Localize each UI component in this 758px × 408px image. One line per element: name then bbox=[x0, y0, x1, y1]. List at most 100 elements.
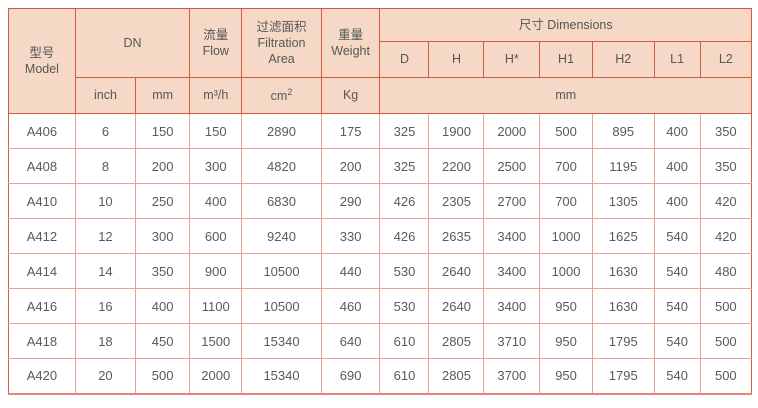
header-col-l1: L1 bbox=[653, 41, 701, 78]
cell-mm: 300 bbox=[135, 218, 191, 254]
cell-d: 610 bbox=[379, 323, 430, 359]
header-flow-en: Flow bbox=[202, 44, 229, 58]
cell-l2: 500 bbox=[699, 358, 753, 395]
cell-l1: 400 bbox=[653, 148, 701, 184]
cell-model: A406 bbox=[8, 113, 76, 149]
cell-flow: 1100 bbox=[189, 288, 243, 324]
header-filtration-zh: 过滤面积 bbox=[256, 19, 307, 34]
cell-h1: 500 bbox=[539, 113, 593, 149]
cell-area: 9240 bbox=[241, 218, 322, 254]
cell-mm: 250 bbox=[135, 183, 191, 219]
cell-d: 426 bbox=[379, 183, 430, 219]
header-col-d: D bbox=[379, 41, 430, 78]
unit-flow: m³/h bbox=[189, 77, 243, 114]
unit-mm: mm bbox=[135, 77, 191, 114]
header-filtration-en2: Area bbox=[268, 52, 295, 67]
cell-weight: 175 bbox=[320, 113, 381, 149]
cell-area: 15340 bbox=[241, 358, 322, 395]
header-col-h1: H1 bbox=[539, 41, 593, 78]
header-row-1: 型号 Model DN 流量 Flow 过滤面积 Filtration Area… bbox=[8, 8, 752, 114]
cell-d: 325 bbox=[379, 148, 430, 184]
unit-area-sup: 2 bbox=[287, 86, 293, 97]
cell-model: A420 bbox=[8, 358, 76, 395]
cell-h2: 1195 bbox=[591, 148, 655, 184]
cell-weight: 200 bbox=[320, 148, 381, 184]
cell-area: 2890 bbox=[241, 113, 322, 149]
cell-h2: 1625 bbox=[591, 218, 655, 254]
header-col-h2: H2 bbox=[591, 41, 655, 78]
cell-h-star: 2000 bbox=[483, 113, 541, 149]
cell-mm: 150 bbox=[135, 113, 191, 149]
cell-h-star: 3400 bbox=[483, 218, 541, 254]
cell-weight: 330 bbox=[320, 218, 381, 254]
cell-h: 2640 bbox=[428, 253, 485, 289]
cell-weight: 690 bbox=[320, 358, 381, 395]
cell-h: 2640 bbox=[428, 288, 485, 324]
cell-l2: 350 bbox=[699, 148, 753, 184]
cell-d: 325 bbox=[379, 113, 430, 149]
unit-area-base: cm bbox=[270, 88, 288, 103]
cell-h-star: 2700 bbox=[483, 183, 541, 219]
cell-h1: 1000 bbox=[539, 218, 593, 254]
cell-area: 15340 bbox=[241, 323, 322, 359]
cell-h2: 1305 bbox=[591, 183, 655, 219]
cell-model: A410 bbox=[8, 183, 76, 219]
cell-inch: 14 bbox=[74, 253, 137, 289]
cell-inch: 16 bbox=[74, 288, 137, 324]
cell-area: 10500 bbox=[241, 253, 322, 289]
cell-flow: 600 bbox=[189, 218, 243, 254]
cell-l2: 500 bbox=[699, 288, 753, 324]
header-filtration-en1: Filtration bbox=[257, 35, 306, 50]
cell-d: 426 bbox=[379, 218, 430, 254]
cell-h1: 950 bbox=[539, 323, 593, 359]
cell-h: 2805 bbox=[428, 358, 485, 395]
cell-flow: 2000 bbox=[189, 358, 243, 395]
cell-h: 2305 bbox=[428, 183, 485, 219]
header-col-h-star: H* bbox=[483, 41, 541, 78]
cell-mm: 200 bbox=[135, 148, 191, 184]
cell-d: 530 bbox=[379, 253, 430, 289]
cell-l2: 350 bbox=[699, 113, 753, 149]
cell-h-star: 3400 bbox=[483, 253, 541, 289]
cell-model: A408 bbox=[8, 148, 76, 184]
cell-h2: 1630 bbox=[591, 288, 655, 324]
table-row: A418 18 450 1500 15340 640 610 2805 3710 950 1795 5… bbox=[8, 323, 753, 359]
unit-dimensions-mm: mm bbox=[379, 77, 752, 114]
cell-h1: 950 bbox=[539, 288, 593, 324]
cell-weight: 440 bbox=[320, 253, 381, 289]
cell-h1: 1000 bbox=[539, 253, 593, 289]
cell-mm: 500 bbox=[135, 358, 191, 395]
unit-area: cm2 bbox=[241, 77, 322, 114]
cell-l1: 540 bbox=[653, 253, 701, 289]
cell-d: 610 bbox=[379, 358, 430, 395]
cell-inch: 10 bbox=[74, 183, 137, 219]
cell-model: A416 bbox=[8, 288, 76, 324]
cell-h1: 700 bbox=[539, 148, 593, 184]
cell-l1: 540 bbox=[653, 358, 701, 395]
cell-l2: 420 bbox=[699, 218, 753, 254]
table-body: A406 6 150 150 2890 175 325 1900 2000 500 895 400 35… bbox=[8, 113, 753, 395]
cell-weight: 290 bbox=[320, 183, 381, 219]
cell-h: 1900 bbox=[428, 113, 485, 149]
cell-l2: 420 bbox=[699, 183, 753, 219]
cell-h-star: 3700 bbox=[483, 358, 541, 395]
spec-table: 型号 Model DN 流量 Flow 过滤面积 Filtration Area… bbox=[8, 8, 753, 395]
table-row: A410 10 250 400 6830 290 426 2305 2700 700 1305 400… bbox=[8, 183, 753, 219]
cell-h-star: 3710 bbox=[483, 323, 541, 359]
cell-area: 4820 bbox=[241, 148, 322, 184]
cell-model: A414 bbox=[8, 253, 76, 289]
cell-area: 10500 bbox=[241, 288, 322, 324]
table-row: A408 8 200 300 4820 200 325 2200 2500 700 1195 400 3… bbox=[8, 148, 753, 184]
table-row: A406 6 150 150 2890 175 325 1900 2000 500 895 400 35… bbox=[8, 113, 753, 149]
cell-h1: 950 bbox=[539, 358, 593, 395]
cell-weight: 640 bbox=[320, 323, 381, 359]
cell-model: A412 bbox=[8, 218, 76, 254]
cell-h1: 700 bbox=[539, 183, 593, 219]
header-model: 型号 Model bbox=[8, 8, 76, 114]
table-row: A412 12 300 600 9240 330 426 2635 3400 1000 1625 54… bbox=[8, 218, 753, 254]
cell-h2: 895 bbox=[591, 113, 655, 149]
cell-flow: 1500 bbox=[189, 323, 243, 359]
header-row-units: inch mm m³/h cm2 Kg mm bbox=[9, 77, 752, 114]
header-dn: DN bbox=[74, 8, 191, 78]
